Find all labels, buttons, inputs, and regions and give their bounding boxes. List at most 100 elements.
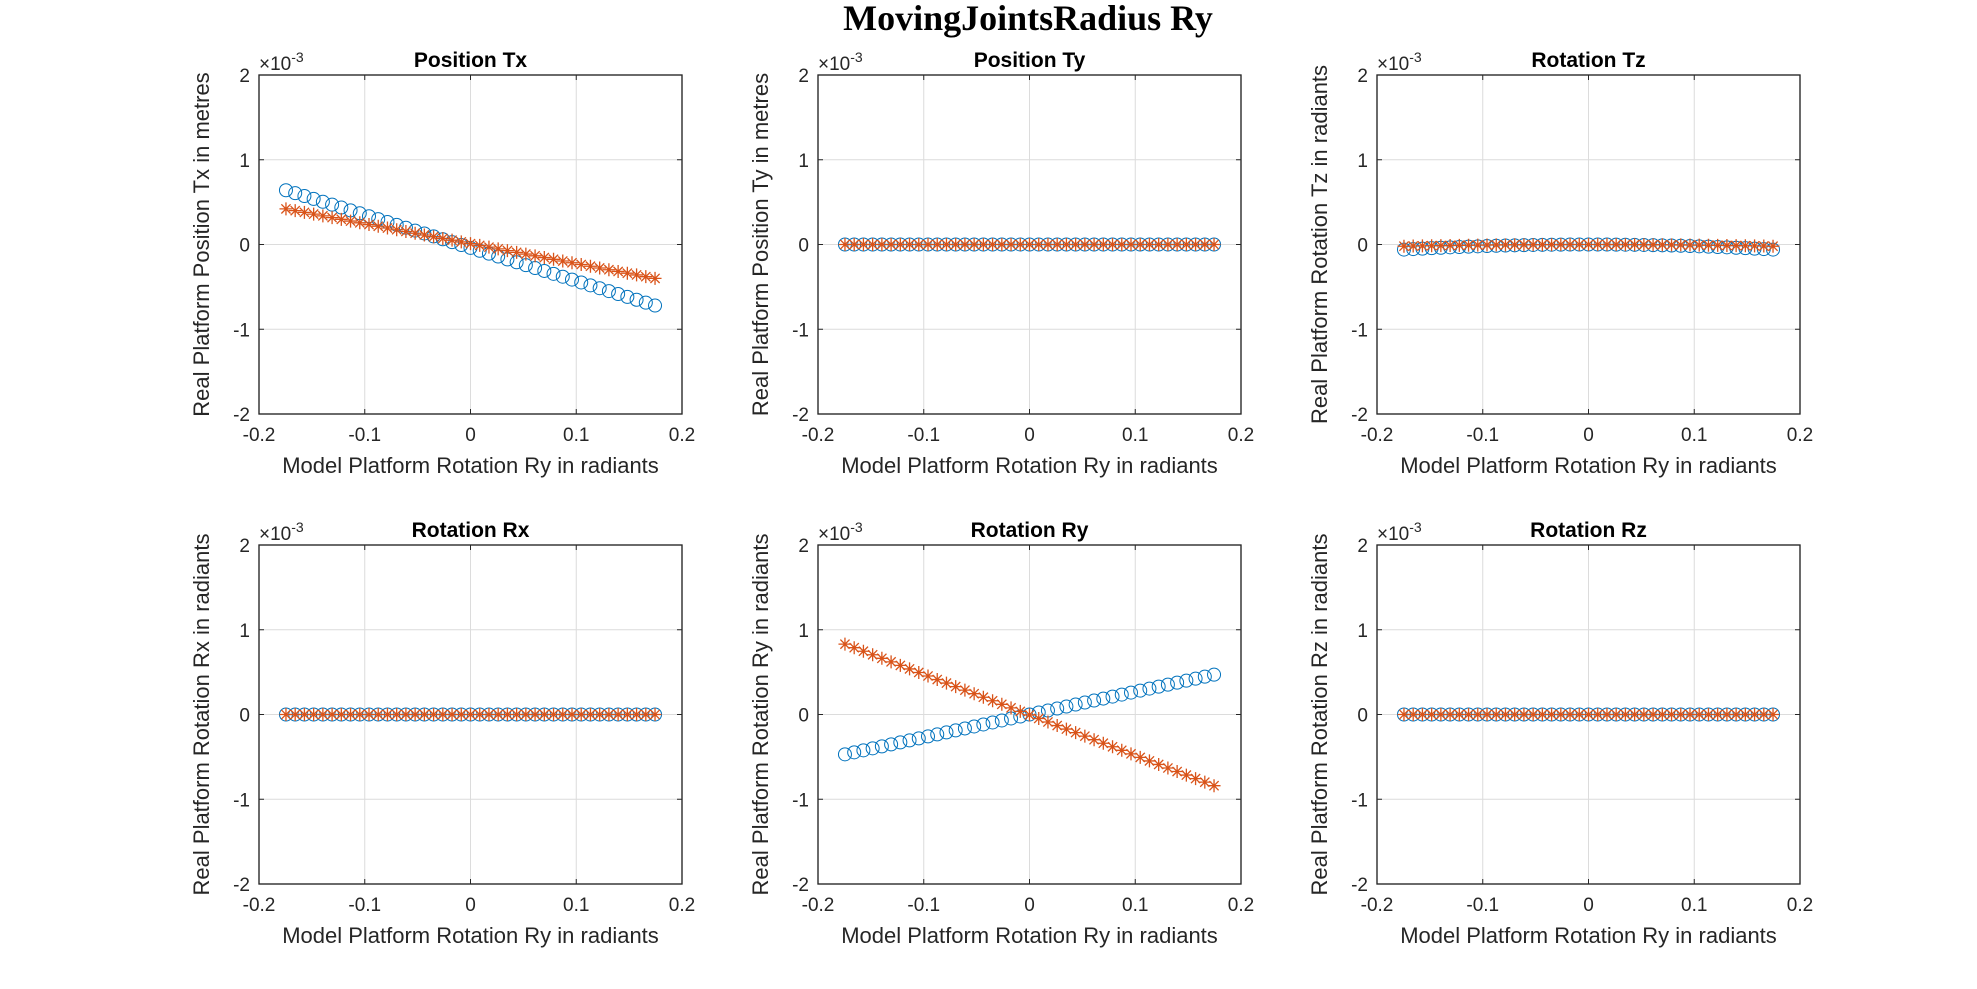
data-point-circle bbox=[1105, 689, 1120, 704]
data-point-star bbox=[884, 655, 898, 669]
data-point-star bbox=[417, 228, 431, 242]
data-point-star bbox=[884, 238, 898, 251]
data-point-star bbox=[1142, 238, 1156, 251]
data-point-circle bbox=[930, 727, 945, 742]
y-axis-label: Real Platform Rotation Rx in radiants bbox=[189, 534, 214, 896]
x-tick-label: 0 bbox=[1583, 895, 1594, 916]
data-point-star bbox=[847, 238, 861, 251]
x-tick-label: -0.1 bbox=[348, 895, 381, 916]
data-point-star bbox=[1720, 708, 1734, 721]
data-point-star bbox=[1115, 743, 1129, 757]
axes-frame bbox=[817, 544, 1242, 885]
data-point-star bbox=[1729, 239, 1743, 253]
data-point-star bbox=[1554, 708, 1568, 721]
x-tick-label: 0.1 bbox=[1681, 895, 1707, 916]
data-point-circle bbox=[1151, 679, 1166, 694]
data-point-star bbox=[1591, 238, 1605, 252]
data-point-star bbox=[1023, 708, 1036, 722]
data-point-star bbox=[288, 708, 302, 721]
data-point-star bbox=[921, 238, 935, 251]
y-tick-label: 1 bbox=[798, 151, 809, 172]
subplot-position-tx: -0.2 -0.1 0 0.1 0.2 -2 -1 0 1 2 ×10-3 Position Tx Mo… bbox=[189, 49, 695, 478]
series-star bbox=[838, 238, 1221, 251]
data-point-star bbox=[648, 708, 662, 721]
data-point-circle bbox=[1059, 699, 1074, 714]
data-point-star bbox=[1004, 701, 1018, 715]
x-tick-label: 0 bbox=[1024, 425, 1035, 446]
x-tick-label: -0.1 bbox=[1466, 425, 1499, 446]
data-point-star bbox=[1452, 238, 1466, 252]
data-point-star bbox=[930, 238, 944, 251]
data-point-star bbox=[344, 214, 358, 228]
x-tick-label: -0.2 bbox=[243, 895, 276, 916]
data-point-star bbox=[399, 224, 413, 238]
data-point-star bbox=[353, 216, 367, 230]
y-tick-label: -1 bbox=[792, 790, 809, 811]
x-tick-label: 0.2 bbox=[1787, 425, 1813, 446]
data-point-star bbox=[1683, 238, 1697, 252]
subplot-rotation-rz: -0.2 -0.1 0 0.1 0.2 -2 -1 0 1 2 ×10-3 Rotation Rz Mo… bbox=[1307, 519, 1813, 948]
data-point-star bbox=[1609, 708, 1623, 721]
y-tick-label: -2 bbox=[233, 875, 250, 896]
data-point-star bbox=[1646, 238, 1660, 252]
x-tick-label: 0.2 bbox=[1228, 425, 1254, 446]
x-tick-label: -0.2 bbox=[1361, 895, 1394, 916]
data-point-star bbox=[417, 708, 431, 721]
data-point-star bbox=[1591, 708, 1605, 721]
data-point-star bbox=[1498, 708, 1512, 721]
y-tick-label: 2 bbox=[798, 536, 809, 557]
data-point-star bbox=[875, 651, 889, 665]
data-point-star bbox=[1207, 779, 1221, 793]
data-point-star bbox=[1004, 238, 1018, 251]
data-point-circle bbox=[1096, 691, 1111, 706]
y-tick-label: 0 bbox=[798, 236, 809, 257]
data-point-star bbox=[921, 669, 935, 683]
data-point-star bbox=[1582, 238, 1595, 251]
data-point-star bbox=[1142, 754, 1156, 768]
data-point-star bbox=[976, 238, 990, 251]
data-point-star bbox=[454, 708, 468, 721]
data-point-circle bbox=[648, 298, 663, 313]
subplot-rotation-ry: -0.2 -0.1 0 0.1 0.2 -2 -1 0 1 2 ×10-3 Rotation Ry Mo… bbox=[748, 519, 1254, 948]
x-tick-label: -0.1 bbox=[907, 425, 940, 446]
data-point-star bbox=[288, 204, 302, 218]
data-point-star bbox=[1170, 238, 1184, 251]
data-point-star bbox=[630, 708, 644, 721]
data-point-circle bbox=[1188, 671, 1203, 686]
data-point-star bbox=[1628, 708, 1642, 721]
data-point-star bbox=[556, 254, 570, 268]
data-point-star bbox=[1406, 708, 1420, 721]
axes-frame bbox=[1376, 74, 1801, 415]
data-point-star bbox=[307, 207, 321, 221]
data-point-star bbox=[611, 264, 625, 278]
y-axis-label: Real Platform Position Tx in metres bbox=[189, 72, 214, 416]
data-point-star bbox=[1609, 238, 1623, 252]
data-point-star bbox=[620, 708, 634, 721]
data-point-circle bbox=[592, 281, 607, 296]
subplot-grid: -0.2 -0.1 0 0.1 0.2 -2 -1 0 1 2 ×10-3 Position Tx Mo… bbox=[189, 49, 1813, 948]
data-point-star bbox=[1526, 708, 1540, 721]
data-point-star bbox=[1489, 238, 1503, 252]
figure-title: MovingJointsRadius Ry bbox=[843, 0, 1213, 38]
data-point-circle bbox=[546, 266, 561, 281]
data-point-star bbox=[1041, 715, 1055, 729]
y-tick-label: -1 bbox=[1351, 790, 1368, 811]
y-tick-label: 0 bbox=[798, 706, 809, 727]
data-point-circle bbox=[288, 186, 303, 201]
data-point-circle bbox=[847, 745, 862, 760]
data-point-star bbox=[482, 708, 496, 721]
data-point-star bbox=[362, 708, 376, 721]
data-point-star bbox=[500, 708, 514, 721]
data-point-circle bbox=[1068, 697, 1083, 712]
x-tick-label: 0 bbox=[465, 425, 476, 446]
data-point-star bbox=[1600, 708, 1614, 721]
data-point-star bbox=[967, 687, 981, 701]
data-point-circle bbox=[629, 292, 644, 307]
data-point-star bbox=[408, 708, 422, 721]
data-point-circle bbox=[1170, 675, 1185, 690]
x-tick-label: -0.1 bbox=[907, 895, 940, 916]
x-axis-label: Model Platform Rotation Ry in radiants bbox=[1400, 453, 1777, 478]
subplot-rotation-rx: -0.2 -0.1 0 0.1 0.2 -2 -1 0 1 2 ×10-3 Rotation Rx Mo… bbox=[189, 519, 695, 948]
data-point-star bbox=[838, 637, 852, 651]
data-point-circle bbox=[1077, 695, 1092, 710]
